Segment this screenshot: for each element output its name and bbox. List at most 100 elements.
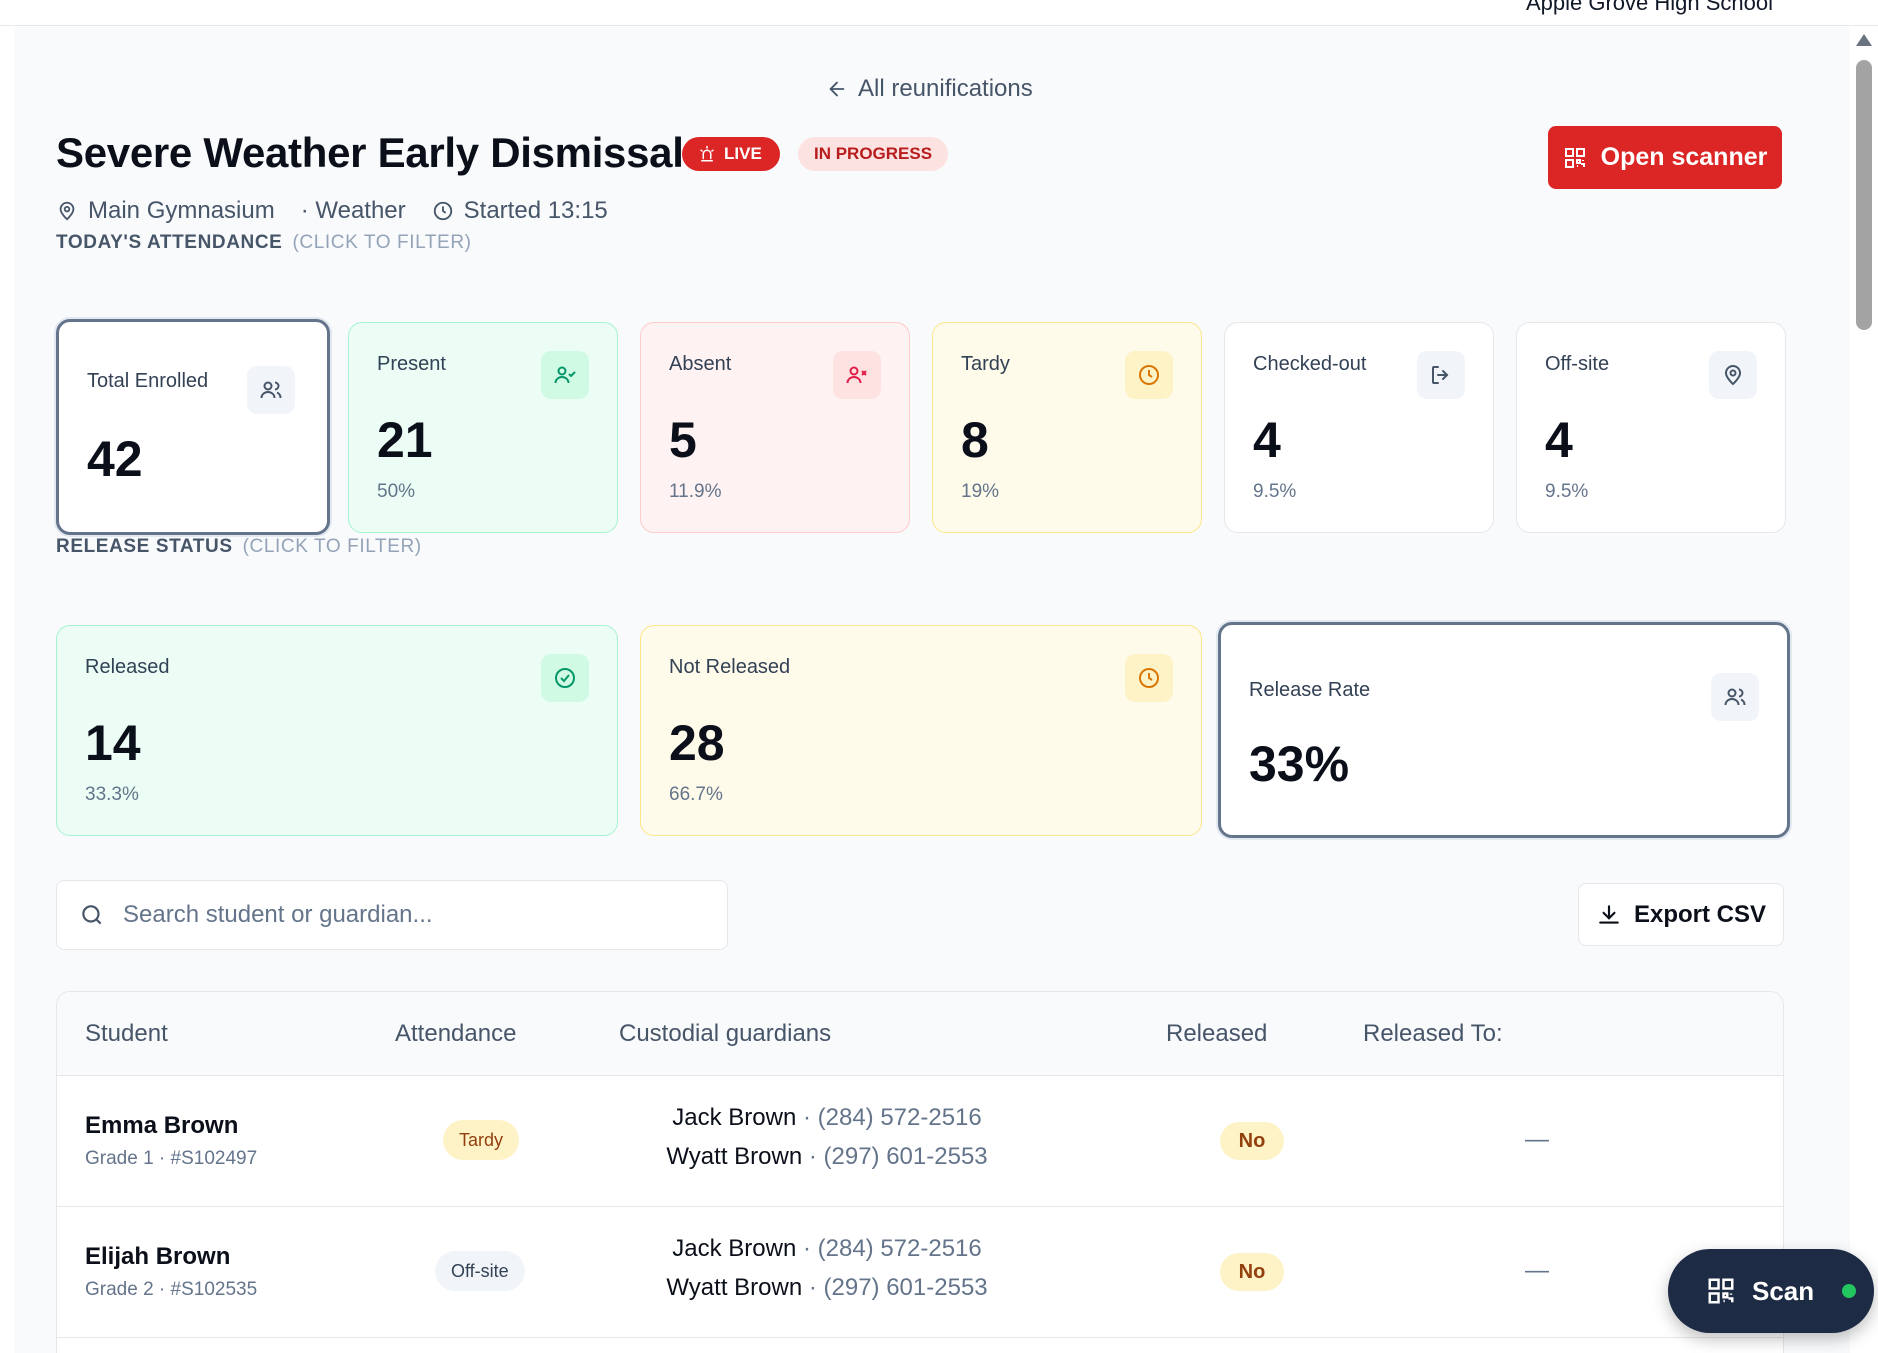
column-released-to[interactable]: Released To: bbox=[1363, 1020, 1503, 1047]
export-csv-label: Export CSV bbox=[1633, 900, 1767, 928]
clock-icon bbox=[1125, 351, 1173, 399]
column-attendance[interactable]: Attendance bbox=[395, 1020, 517, 1047]
card-percent: 50% bbox=[377, 481, 416, 502]
attendance-title: TODAY'S ATTENDANCE bbox=[56, 232, 283, 253]
card-percent: 19% bbox=[961, 481, 1000, 502]
category-label: · Weather bbox=[300, 197, 406, 224]
card-value: 14 bbox=[85, 715, 141, 771]
guardian-line: Jack Brown · (284) 572-2516 bbox=[577, 1235, 1077, 1263]
online-status-dot bbox=[1842, 1284, 1857, 1298]
user-x-icon bbox=[833, 351, 881, 399]
card-release-rate[interactable]: Release Rate 33% bbox=[1218, 622, 1790, 838]
released-to-value: — bbox=[1525, 1257, 1549, 1284]
download-icon bbox=[1599, 904, 1619, 924]
card-present[interactable]: Present 21 50% bbox=[348, 322, 618, 533]
search-input[interactable]: Search student or guardian... bbox=[56, 880, 728, 950]
attendance-badge: Off-site bbox=[435, 1251, 525, 1291]
check-circle-icon bbox=[541, 654, 589, 702]
scrollbar[interactable] bbox=[1850, 28, 1878, 1353]
table-header: Student Attendance Custodial guardians R… bbox=[57, 992, 1783, 1076]
guardian-phone: · (297) 601-2553 bbox=[802, 1143, 988, 1170]
card-value: 4 bbox=[1253, 412, 1281, 468]
card-total-enrolled[interactable]: Total Enrolled 42 bbox=[56, 319, 330, 535]
table-row[interactable]: Elijah Brown Grade 2 · #S102535 Off-site… bbox=[57, 1207, 1783, 1338]
card-percent: 9.5% bbox=[1253, 481, 1297, 502]
user-check-icon bbox=[541, 351, 589, 399]
table-row[interactable]: Emma Brown Grade 1 · #S102497 Tardy Jack… bbox=[57, 1076, 1783, 1207]
card-label: Present bbox=[377, 353, 446, 375]
siren-icon bbox=[700, 145, 714, 162]
status-badge: IN PROGRESS bbox=[798, 137, 949, 171]
released-to-value: — bbox=[1525, 1126, 1549, 1153]
card-value: 42 bbox=[87, 431, 143, 487]
guardian-phone: · (297) 601-2553 bbox=[802, 1274, 988, 1301]
guardian-phone: · (284) 572-2516 bbox=[796, 1104, 982, 1131]
student-name: Emma Brown bbox=[85, 1112, 239, 1139]
export-csv-button[interactable]: Export CSV bbox=[1578, 883, 1784, 946]
attendance-hint: (CLICK TO FILTER) bbox=[292, 232, 472, 253]
event-meta: Main Gymnasium · Weather Started 13:15 bbox=[56, 197, 634, 225]
scroll-thumb[interactable] bbox=[1856, 60, 1872, 330]
card-tardy[interactable]: Tardy 8 19% bbox=[932, 322, 1202, 533]
users-icon bbox=[247, 366, 295, 414]
card-value: 4 bbox=[1545, 412, 1573, 468]
column-released[interactable]: Released bbox=[1166, 1020, 1268, 1047]
card-off-site[interactable]: Off-site 4 9.5% bbox=[1516, 322, 1786, 533]
card-checked-out[interactable]: Checked-out 4 9.5% bbox=[1224, 322, 1494, 533]
release-section-title: RELEASE STATUS (CLICK TO FILTER) bbox=[56, 536, 422, 558]
live-badge-label: LIVE bbox=[724, 144, 762, 163]
card-label: Total Enrolled bbox=[87, 370, 209, 392]
card-value: 21 bbox=[377, 412, 433, 468]
card-label: Off-site bbox=[1545, 353, 1610, 375]
arrow-left-icon bbox=[829, 81, 845, 97]
scan-fab-button[interactable]: Scan bbox=[1668, 1249, 1874, 1333]
guardian-line: Wyatt Brown · (297) 601-2553 bbox=[577, 1274, 1077, 1302]
card-not-released[interactable]: Not Released 28 66.7% bbox=[640, 625, 1202, 836]
attendance-section-title: TODAY'S ATTENDANCE (CLICK TO FILTER) bbox=[56, 232, 472, 254]
guardian-name: Wyatt Brown bbox=[666, 1274, 803, 1301]
map-pin-icon bbox=[59, 201, 75, 221]
open-scanner-label: Open scanner bbox=[1600, 143, 1768, 171]
card-label: Absent bbox=[669, 353, 732, 375]
scroll-up-arrow-icon[interactable] bbox=[1856, 34, 1872, 46]
guardian-name: Jack Brown bbox=[672, 1235, 797, 1262]
start-time-meta: Started 13:15 bbox=[432, 197, 608, 225]
released-badge: No bbox=[1220, 1253, 1284, 1291]
clock-icon bbox=[433, 201, 452, 221]
page-title: Severe Weather Early Dismissal bbox=[56, 129, 684, 176]
card-value: 5 bbox=[669, 412, 697, 468]
card-percent: 66.7% bbox=[669, 784, 723, 805]
release-hint: (CLICK TO FILTER) bbox=[242, 536, 422, 557]
search-placeholder: Search student or guardian... bbox=[123, 901, 433, 928]
student-meta: Grade 2 · #S102535 bbox=[85, 1279, 258, 1300]
student-meta: Grade 1 · #S102497 bbox=[85, 1148, 258, 1169]
card-label: Released bbox=[85, 656, 170, 678]
card-value: 33% bbox=[1249, 736, 1350, 792]
student-name: Elijah Brown bbox=[85, 1243, 231, 1270]
log-out-icon bbox=[1417, 351, 1465, 399]
guardian-name: Jack Brown bbox=[672, 1104, 797, 1131]
released-badge: No bbox=[1220, 1122, 1284, 1160]
column-guardians[interactable]: Custodial guardians bbox=[619, 1020, 832, 1047]
attendance-badge: Tardy bbox=[443, 1120, 520, 1160]
guardian-name: Wyatt Brown bbox=[666, 1143, 803, 1170]
scan-fab-label: Scan bbox=[1752, 1275, 1815, 1306]
card-absent[interactable]: Absent 5 11.9% bbox=[640, 322, 910, 533]
card-released[interactable]: Released 14 33.3% bbox=[56, 625, 618, 836]
column-student[interactable]: Student bbox=[85, 1020, 168, 1047]
card-label: Not Released bbox=[669, 656, 791, 678]
main-panel: All reunifications Severe Weather Early … bbox=[14, 27, 1850, 1353]
card-value: 28 bbox=[669, 715, 725, 771]
card-percent: 33.3% bbox=[85, 784, 139, 805]
card-percent: 9.5% bbox=[1545, 481, 1589, 502]
start-time-label: Started 13:15 bbox=[463, 197, 608, 224]
qr-code-icon bbox=[1708, 1278, 1734, 1304]
category-meta: · Weather bbox=[301, 197, 406, 225]
card-label: Release Rate bbox=[1249, 679, 1371, 701]
open-scanner-button[interactable]: Open scanner bbox=[1548, 126, 1782, 189]
back-link[interactable]: All reunifications bbox=[826, 75, 1033, 103]
search-icon bbox=[82, 905, 102, 925]
location-meta: Main Gymnasium bbox=[56, 197, 275, 225]
map-pin-icon bbox=[1709, 351, 1757, 399]
card-label: Checked-out bbox=[1253, 353, 1367, 375]
